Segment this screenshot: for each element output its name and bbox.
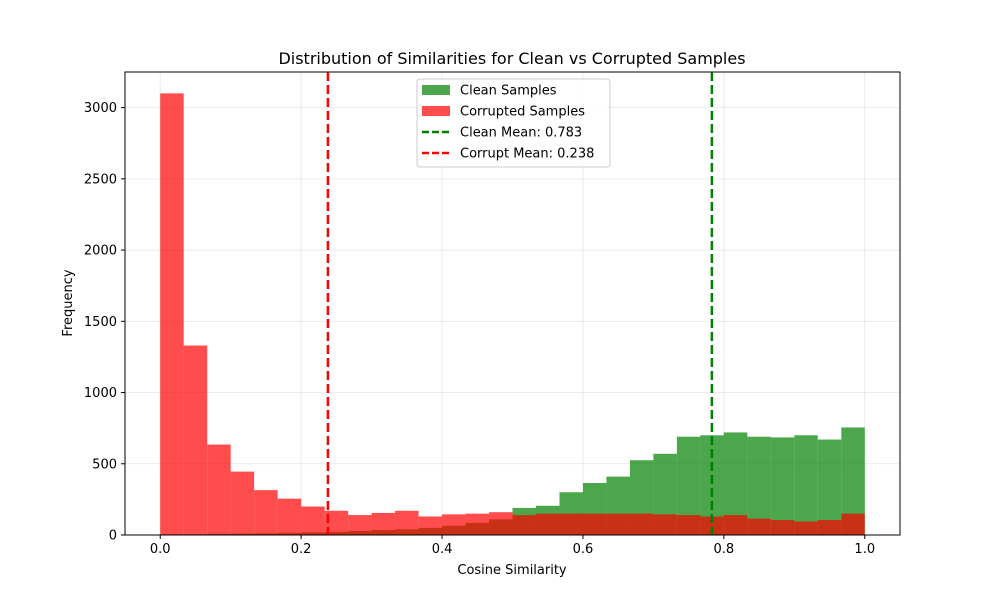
corrupted-bar [442,514,466,535]
x-axis-label: Cosine Similarity [457,563,567,578]
legend-box [416,78,611,168]
y-axis-label: Frequency [61,269,76,336]
corrupted-bar [160,93,184,535]
corrupted-bar [723,515,748,535]
clean-bar [747,436,771,535]
clean-bar [700,435,724,535]
legend-label-corrupted: Corrupted Samples [460,105,585,120]
corrupted-bar [277,498,302,535]
legend-label-corrupt-mean: Corrupt Mean: 0.238 [460,147,594,162]
corrupted-bar [535,513,560,535]
x-tick-label: 1.0 [854,542,875,557]
clean-bar [676,436,701,535]
y-tick-label: 1000 [84,386,117,401]
corrupted-bar [582,513,607,535]
corrupted-bar [489,512,513,535]
mean-lines [326,72,714,535]
corrupted-bar [747,518,771,535]
corrupted-bar [418,516,443,535]
corrupted-bar [465,513,490,535]
legend-swatch-corrupted [422,106,450,116]
x-tick-label: 0.8 [714,542,735,557]
corrupted-bar [512,515,536,535]
x-axis-ticks: 0.0 0.2 0.4 0.6 0.8 1.0 [150,535,875,557]
corrupted-bar [395,510,419,535]
x-tick-label: 0.2 [291,542,312,557]
x-tick-label: 0.4 [432,542,453,557]
clean-bar [770,437,795,535]
corrupted-bar [794,521,818,535]
y-tick-label: 0 [109,529,117,544]
y-tick-label: 1500 [84,315,117,330]
corrupted-bar [629,513,654,535]
corrupted-bar [348,515,372,535]
y-tick-label: 3000 [84,101,117,116]
plot-frame [124,71,901,536]
legend-swatch-clean [422,85,450,95]
histogram-bars [160,93,865,535]
y-axis-ticks: 0 500 1000 1500 2000 2500 3000 [84,101,125,544]
x-tick-label: 0.6 [573,542,594,557]
clean-bar [723,432,748,535]
corrupted-bar [371,512,396,535]
clean-bar [817,439,842,535]
corrupted-bar [770,520,795,535]
clean-bar [841,427,865,535]
corrupted-bar [817,520,842,535]
corrupted-bar [559,513,583,535]
legend-label-clean: Clean Samples [460,84,557,99]
corrupted-bar [301,506,325,535]
corrupted-bar [324,510,349,535]
legend-label-clean-mean: Clean Mean: 0.783 [460,126,582,141]
y-tick-label: 500 [92,457,117,472]
corrupted-bar [183,345,208,535]
y-tick-label: 2000 [84,244,117,259]
chart-title: Distribution of Similarities for Clean v… [278,49,745,68]
y-tick-label: 2500 [84,172,117,187]
corrupted-bar [676,515,701,535]
corrupted-bar [207,444,231,535]
corrupted-bar [230,471,255,535]
legend: Clean Samples Corrupted Samples Clean Mean… [416,78,611,168]
corrupted-bar [254,490,278,535]
corrupted-bar [606,513,630,535]
corrupted-bar [653,514,677,535]
clean-bar [794,435,818,535]
x-tick-label: 0.0 [150,542,171,557]
corrupted-bar [700,516,724,535]
corrupted-bar [841,513,865,535]
